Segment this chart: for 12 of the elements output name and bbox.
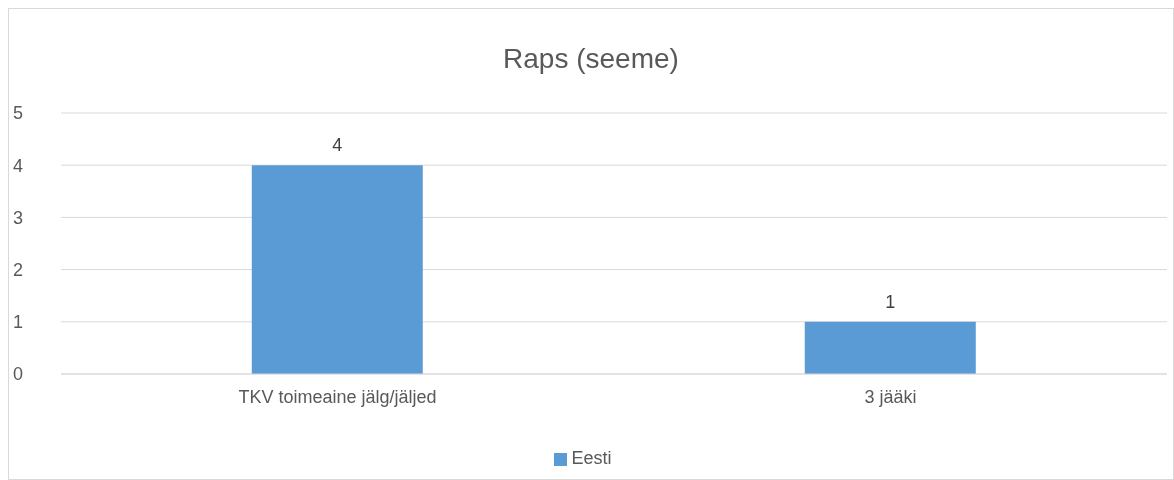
y-tick-label: 3: [13, 207, 24, 228]
y-tick-label: 4: [13, 155, 24, 176]
y-tick-label: 5: [13, 103, 24, 124]
x-tick-label: TKV toimeaine jälg/jäljed: [238, 386, 437, 407]
legend-label: Eesti: [571, 448, 612, 468]
y-tick-label: 1: [13, 312, 24, 333]
data-label: 1: [885, 291, 896, 312]
y-tick-label: 0: [13, 364, 24, 385]
chart-title: Raps (seeme): [502, 43, 680, 75]
x-tick-label: 3 jääki: [864, 386, 917, 407]
data-label: 4: [332, 135, 343, 156]
y-tick-label: 2: [13, 259, 24, 280]
